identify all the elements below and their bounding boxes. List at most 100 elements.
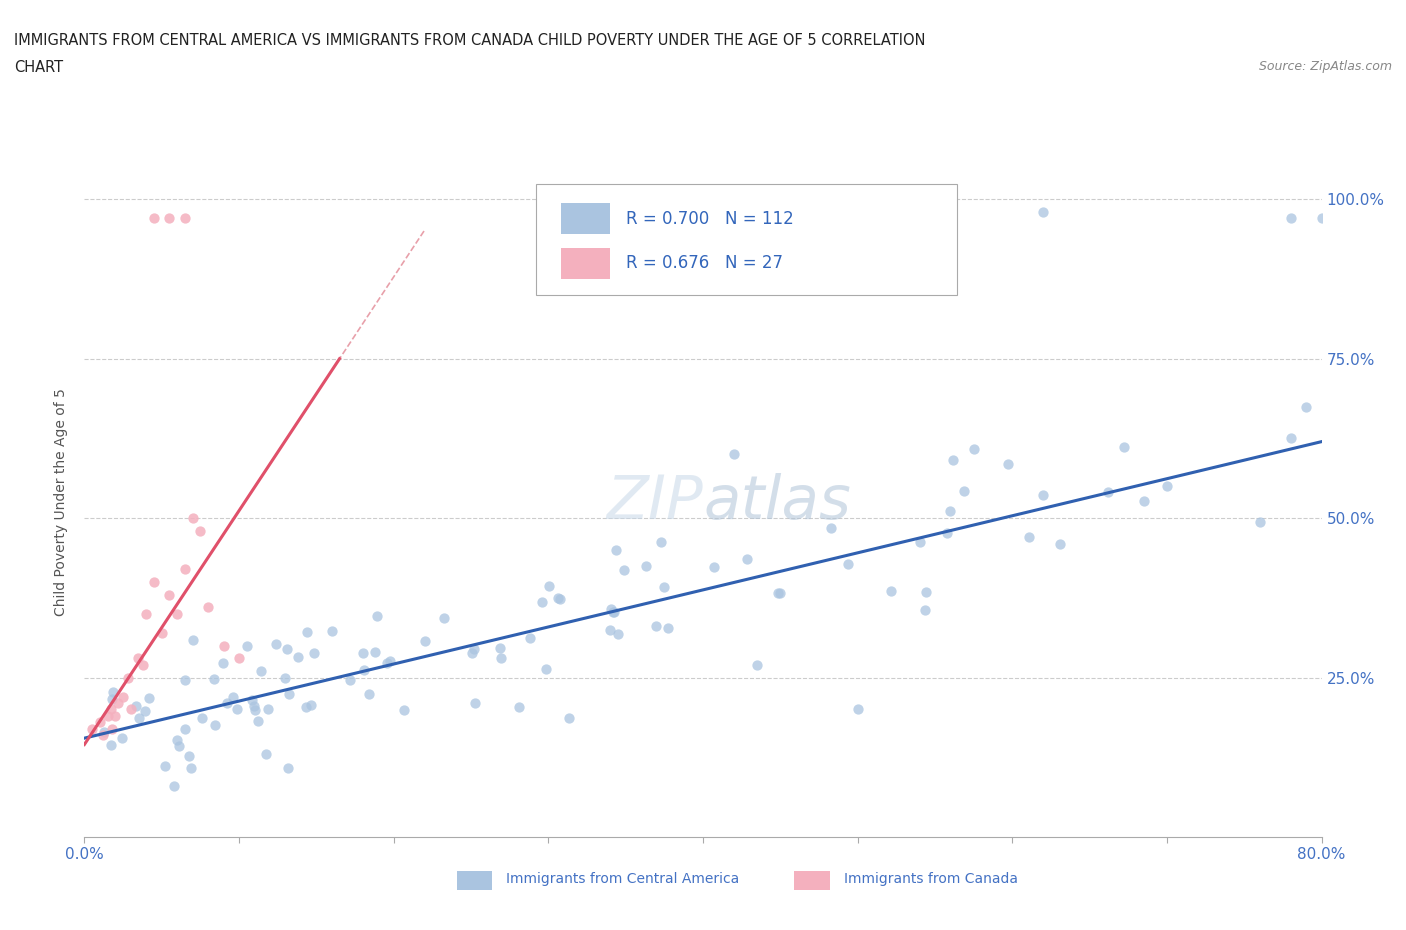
Point [166,606,188,621]
Point [273,671,295,685]
Point [225,701,247,716]
Point [366,609,388,624]
Point [82,721,104,736]
Point [837,557,859,572]
Point [769,585,792,600]
Point [100,702,122,717]
Point [657,621,679,636]
Point [143,211,166,226]
Point [538,578,561,593]
Point [166,732,188,747]
Point [91,727,114,742]
Point [128,711,150,725]
Point [1133,494,1156,509]
Point [1156,478,1178,493]
Point [1032,487,1054,502]
Point [250,664,273,679]
Text: R = 0.676   N = 27: R = 0.676 N = 27 [626,254,783,272]
Point [150,626,173,641]
Point [188,524,212,538]
Point [297,624,319,639]
Point [276,642,298,657]
FancyBboxPatch shape [536,184,956,295]
Point [531,595,554,610]
Point [352,645,374,660]
Point [634,559,657,574]
Point [174,562,197,577]
Point [939,504,962,519]
Point [197,600,219,615]
Point [169,738,191,753]
Point [1097,485,1119,499]
Point [107,696,129,711]
Point [703,559,725,574]
Point [378,654,401,669]
Point [177,749,200,764]
Point [101,721,124,736]
Point [547,591,569,605]
Point [181,511,204,525]
Point [173,673,195,688]
Text: IMMIGRANTS FROM CENTRAL AMERICA VS IMMIGRANTS FROM CANADA CHILD POVERTY UNDER TH: IMMIGRANTS FROM CENTRAL AMERICA VS IMMIG… [14,33,925,47]
Point [277,687,299,702]
Point [93,724,115,739]
Point [117,671,139,685]
Point [1018,529,1040,544]
Point [908,534,931,549]
Point [247,713,270,728]
Point [143,575,166,590]
Point [243,702,266,717]
Point [100,737,122,752]
Point [1310,211,1333,226]
Point [603,604,626,619]
Point [463,642,485,657]
Point [557,711,579,725]
Point [880,583,903,598]
Bar [561,247,610,279]
Point [613,563,636,578]
Point [217,696,239,711]
Point [846,702,869,717]
Text: Immigrants from Canada: Immigrants from Canada [844,871,1018,886]
Point [180,761,202,776]
Text: Immigrants from Central America: Immigrants from Central America [506,871,740,886]
Point [212,656,235,671]
Text: ZIP: ZIP [606,472,703,532]
Point [153,759,176,774]
Point [602,604,624,619]
Point [534,661,557,676]
Point [138,691,160,706]
Point [1112,439,1135,454]
Point [204,718,226,733]
Point [159,587,181,602]
Point [645,618,668,633]
Point [174,211,197,226]
Point [287,649,309,664]
Point [191,711,214,725]
Point [600,602,623,617]
Point [134,704,156,719]
Point [132,658,155,672]
Point [202,671,225,686]
Point [163,778,186,793]
Point [101,691,124,706]
Point [101,685,124,700]
Point [120,702,142,717]
Point [301,698,323,712]
Point [963,442,986,457]
Point [599,622,621,637]
Point [321,624,343,639]
Point [277,761,299,776]
Bar [561,203,610,234]
Point [1279,431,1302,445]
Point [605,542,627,557]
Point [745,658,768,672]
Point [243,699,266,714]
Point [1049,537,1071,551]
Point [212,638,235,653]
Point [464,696,486,711]
Point [433,611,456,626]
Point [461,645,484,660]
Y-axis label: Child Poverty Under the Age of 5: Child Poverty Under the Age of 5 [55,388,69,617]
Point [997,457,1019,472]
